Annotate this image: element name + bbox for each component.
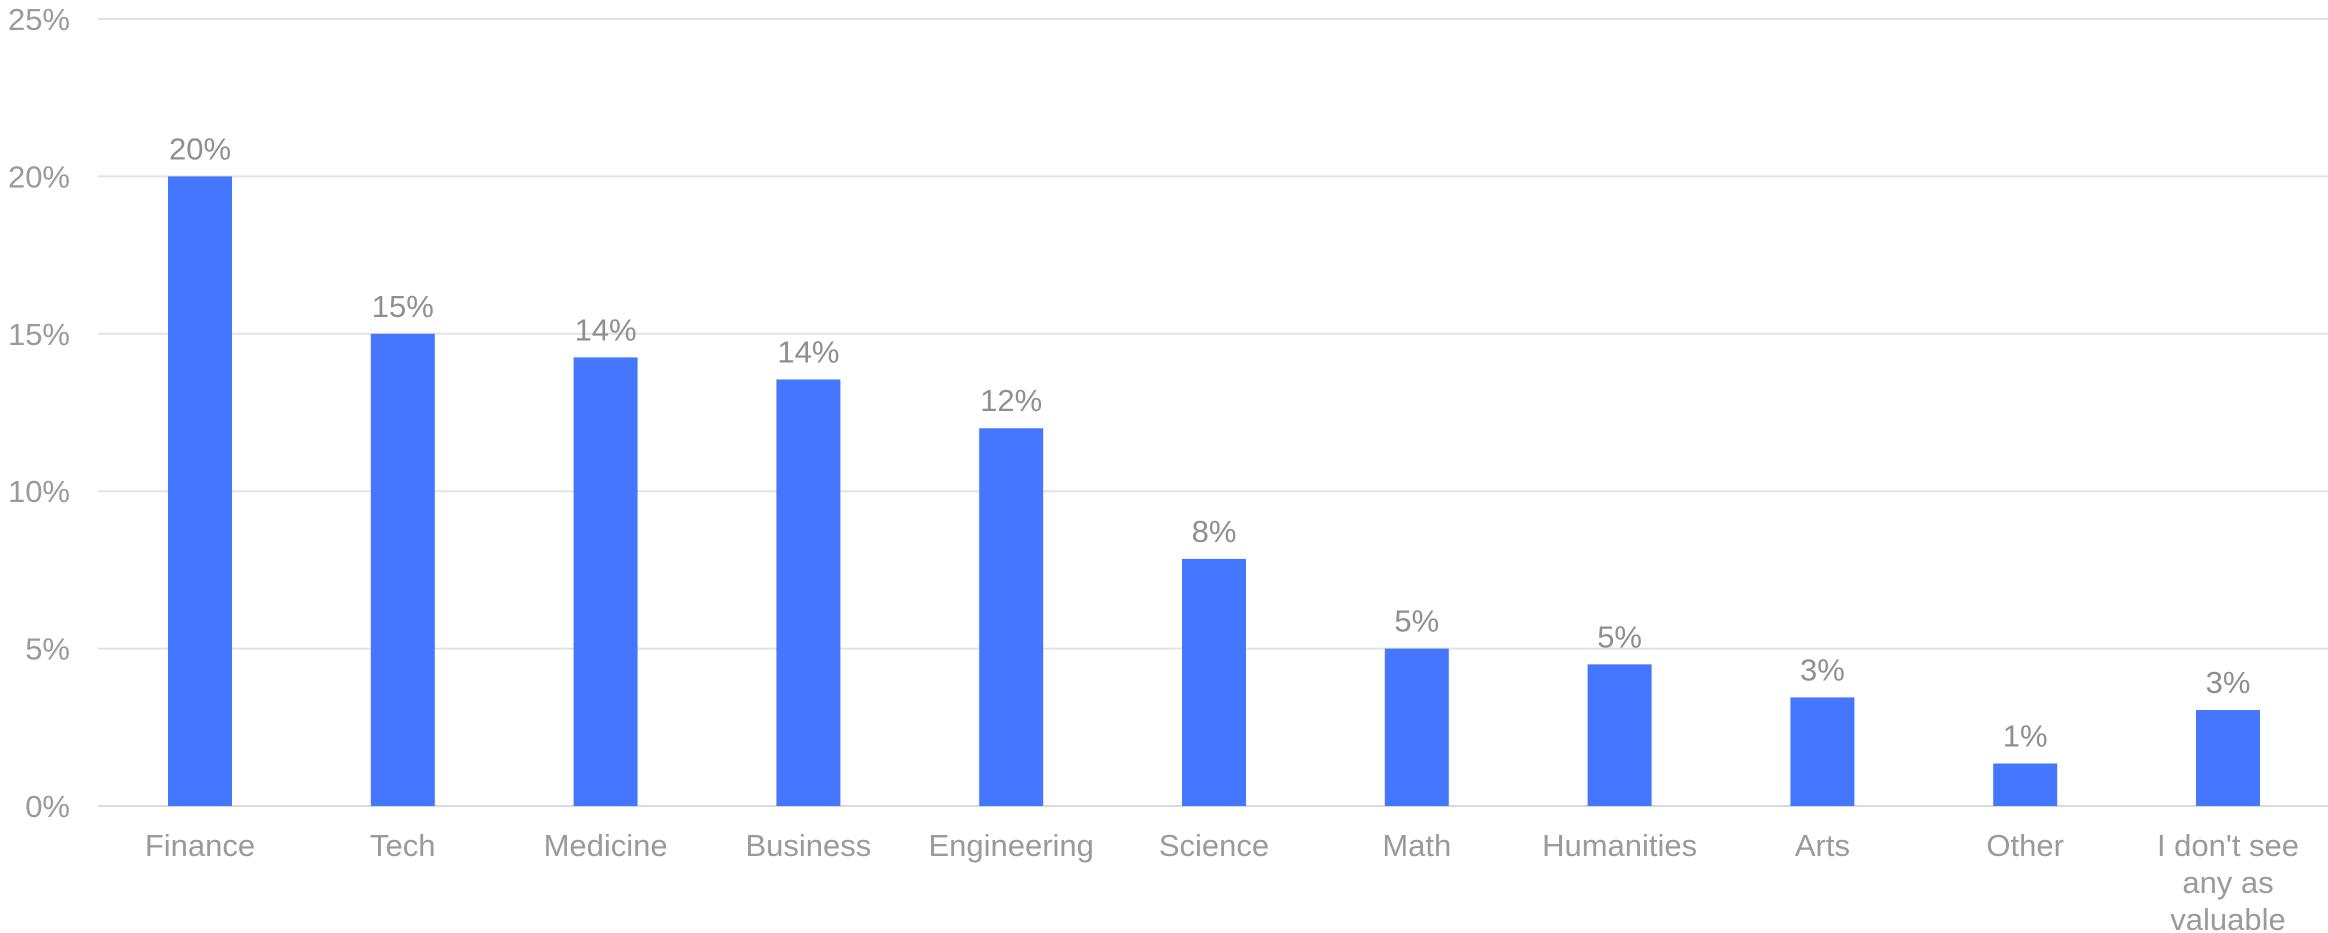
x-tick-label: Engineering xyxy=(928,828,1093,863)
bar xyxy=(1993,763,2058,806)
y-tick-label: 15% xyxy=(8,317,70,352)
x-tick-label: I don't see any as valuable xyxy=(2157,828,2299,933)
data-label: 5% xyxy=(1597,619,1642,654)
data-label: 12% xyxy=(980,383,1042,418)
y-tick-label: 0% xyxy=(25,789,70,824)
y-tick-label: 5% xyxy=(25,632,70,667)
x-tick-label: Humanities xyxy=(1542,828,1697,863)
x-tick-label: Medicine xyxy=(544,828,668,863)
x-tick-label: Finance xyxy=(145,828,255,863)
bar xyxy=(1790,697,1855,806)
data-label: 15% xyxy=(372,289,434,324)
bar xyxy=(776,379,841,806)
x-tick-label: Tech xyxy=(370,828,435,863)
data-label: 5% xyxy=(1394,604,1439,639)
data-label: 14% xyxy=(777,334,839,369)
bar xyxy=(979,428,1044,806)
bar xyxy=(1384,648,1449,806)
data-label: 3% xyxy=(2206,665,2251,700)
bar xyxy=(168,176,232,806)
x-tick-label: Science xyxy=(1159,828,1269,863)
data-label: 20% xyxy=(169,131,231,166)
x-tick-label: Arts xyxy=(1795,828,1850,863)
data-label: 8% xyxy=(1192,514,1237,549)
bar xyxy=(573,357,638,806)
bar xyxy=(2196,709,2260,806)
data-label: 14% xyxy=(575,312,637,347)
y-tick-label: 25% xyxy=(8,2,70,37)
x-tick-label: Math xyxy=(1382,828,1451,863)
bar xyxy=(1587,664,1652,806)
data-label: 3% xyxy=(1800,652,1845,687)
y-tick-label: 20% xyxy=(8,159,70,194)
bar xyxy=(1182,558,1246,806)
y-tick-label: 10% xyxy=(8,474,70,509)
x-tick-label: Other xyxy=(1986,828,2064,863)
bar xyxy=(370,333,435,806)
data-label: 1% xyxy=(2003,719,2048,754)
x-tick-label: Business xyxy=(746,828,872,863)
